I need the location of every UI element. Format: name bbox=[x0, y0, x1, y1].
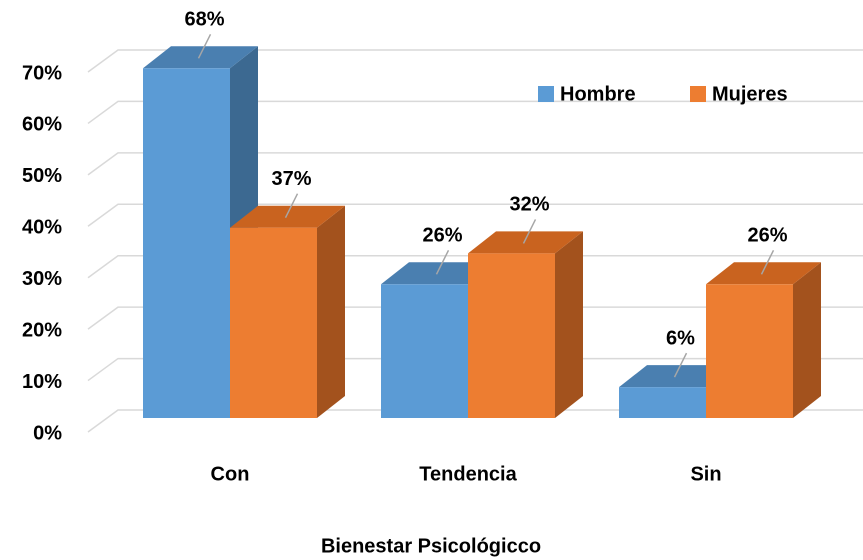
y-tick-label: 70% bbox=[22, 62, 62, 84]
leader-line bbox=[284, 193, 299, 219]
y-tick-label: 10% bbox=[22, 371, 62, 393]
y-tick-label: 60% bbox=[22, 114, 62, 136]
bar-side bbox=[793, 262, 821, 418]
leader-line bbox=[197, 33, 212, 59]
bar bbox=[468, 253, 555, 418]
grid-line bbox=[87, 100, 863, 125]
y-tick-label: 50% bbox=[22, 165, 62, 187]
data-label: 6% bbox=[666, 327, 695, 349]
legend-swatch bbox=[690, 86, 706, 102]
data-label: 68% bbox=[184, 9, 224, 31]
bar-top bbox=[230, 205, 345, 228]
grid-line bbox=[87, 254, 863, 279]
grid-line bbox=[87, 409, 863, 433]
leader-line bbox=[435, 249, 450, 275]
leader-line bbox=[673, 352, 688, 378]
bar bbox=[381, 284, 468, 418]
data-label: 37% bbox=[271, 168, 311, 190]
x-tick-label: Sin bbox=[690, 463, 721, 485]
y-tick-label: 30% bbox=[22, 268, 62, 290]
grid-line bbox=[87, 306, 863, 330]
bar bbox=[706, 284, 793, 418]
legend-label: Hombre bbox=[560, 83, 636, 105]
data-label: 26% bbox=[422, 225, 462, 247]
legend-swatch bbox=[538, 86, 554, 102]
y-tick-label: 20% bbox=[22, 319, 62, 341]
legend-label: Mujeres bbox=[712, 83, 788, 105]
x-tick-label: Con bbox=[211, 463, 250, 485]
x-tick-label: Tendencia bbox=[419, 463, 517, 485]
bar-top bbox=[468, 231, 583, 254]
bar-top bbox=[619, 365, 734, 388]
bar-side bbox=[317, 205, 345, 418]
grid-line bbox=[87, 152, 863, 176]
bar-top bbox=[706, 262, 821, 285]
x-axis-title: Bienestar Psicológicco bbox=[321, 535, 541, 557]
bar bbox=[230, 227, 317, 418]
data-label: 32% bbox=[509, 194, 549, 216]
bar-top bbox=[143, 46, 258, 69]
bar-side bbox=[555, 231, 583, 418]
leader-line bbox=[760, 249, 775, 275]
leader-line bbox=[522, 219, 537, 244]
data-label: 26% bbox=[747, 225, 787, 247]
bar bbox=[619, 387, 706, 418]
y-tick-label: 40% bbox=[22, 217, 62, 239]
grid-line bbox=[87, 357, 863, 382]
grid-line bbox=[87, 49, 863, 73]
y-tick-label: 0% bbox=[33, 422, 62, 444]
bar bbox=[143, 68, 230, 419]
bar-top bbox=[381, 262, 496, 285]
grid-line bbox=[87, 203, 863, 227]
